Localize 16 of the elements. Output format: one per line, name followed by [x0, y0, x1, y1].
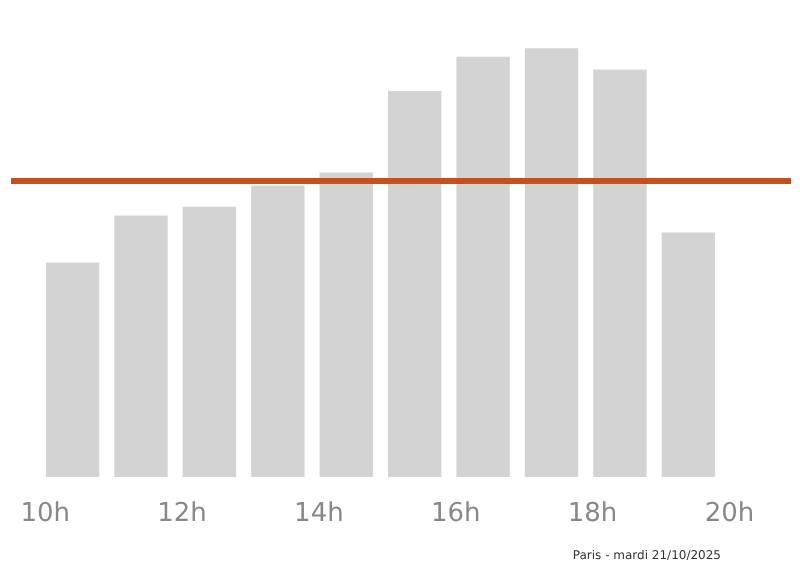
- bar: [114, 215, 168, 477]
- x-tick-label: 18h: [567, 499, 618, 529]
- bar: [319, 172, 373, 477]
- bar: [388, 91, 442, 477]
- bar: [251, 185, 305, 477]
- bar: [524, 48, 579, 477]
- bar: [45, 262, 100, 477]
- bar: [593, 69, 647, 477]
- bar: [661, 232, 716, 477]
- bar: [456, 56, 510, 477]
- x-tick-label: 16h: [430, 499, 481, 529]
- x-tick-label: 20h: [704, 499, 755, 529]
- x-tick-label: 12h: [157, 499, 207, 529]
- x-tick-label: 10h: [20, 499, 70, 529]
- x-tick-label: 14h: [294, 499, 344, 529]
- bar: [182, 206, 237, 477]
